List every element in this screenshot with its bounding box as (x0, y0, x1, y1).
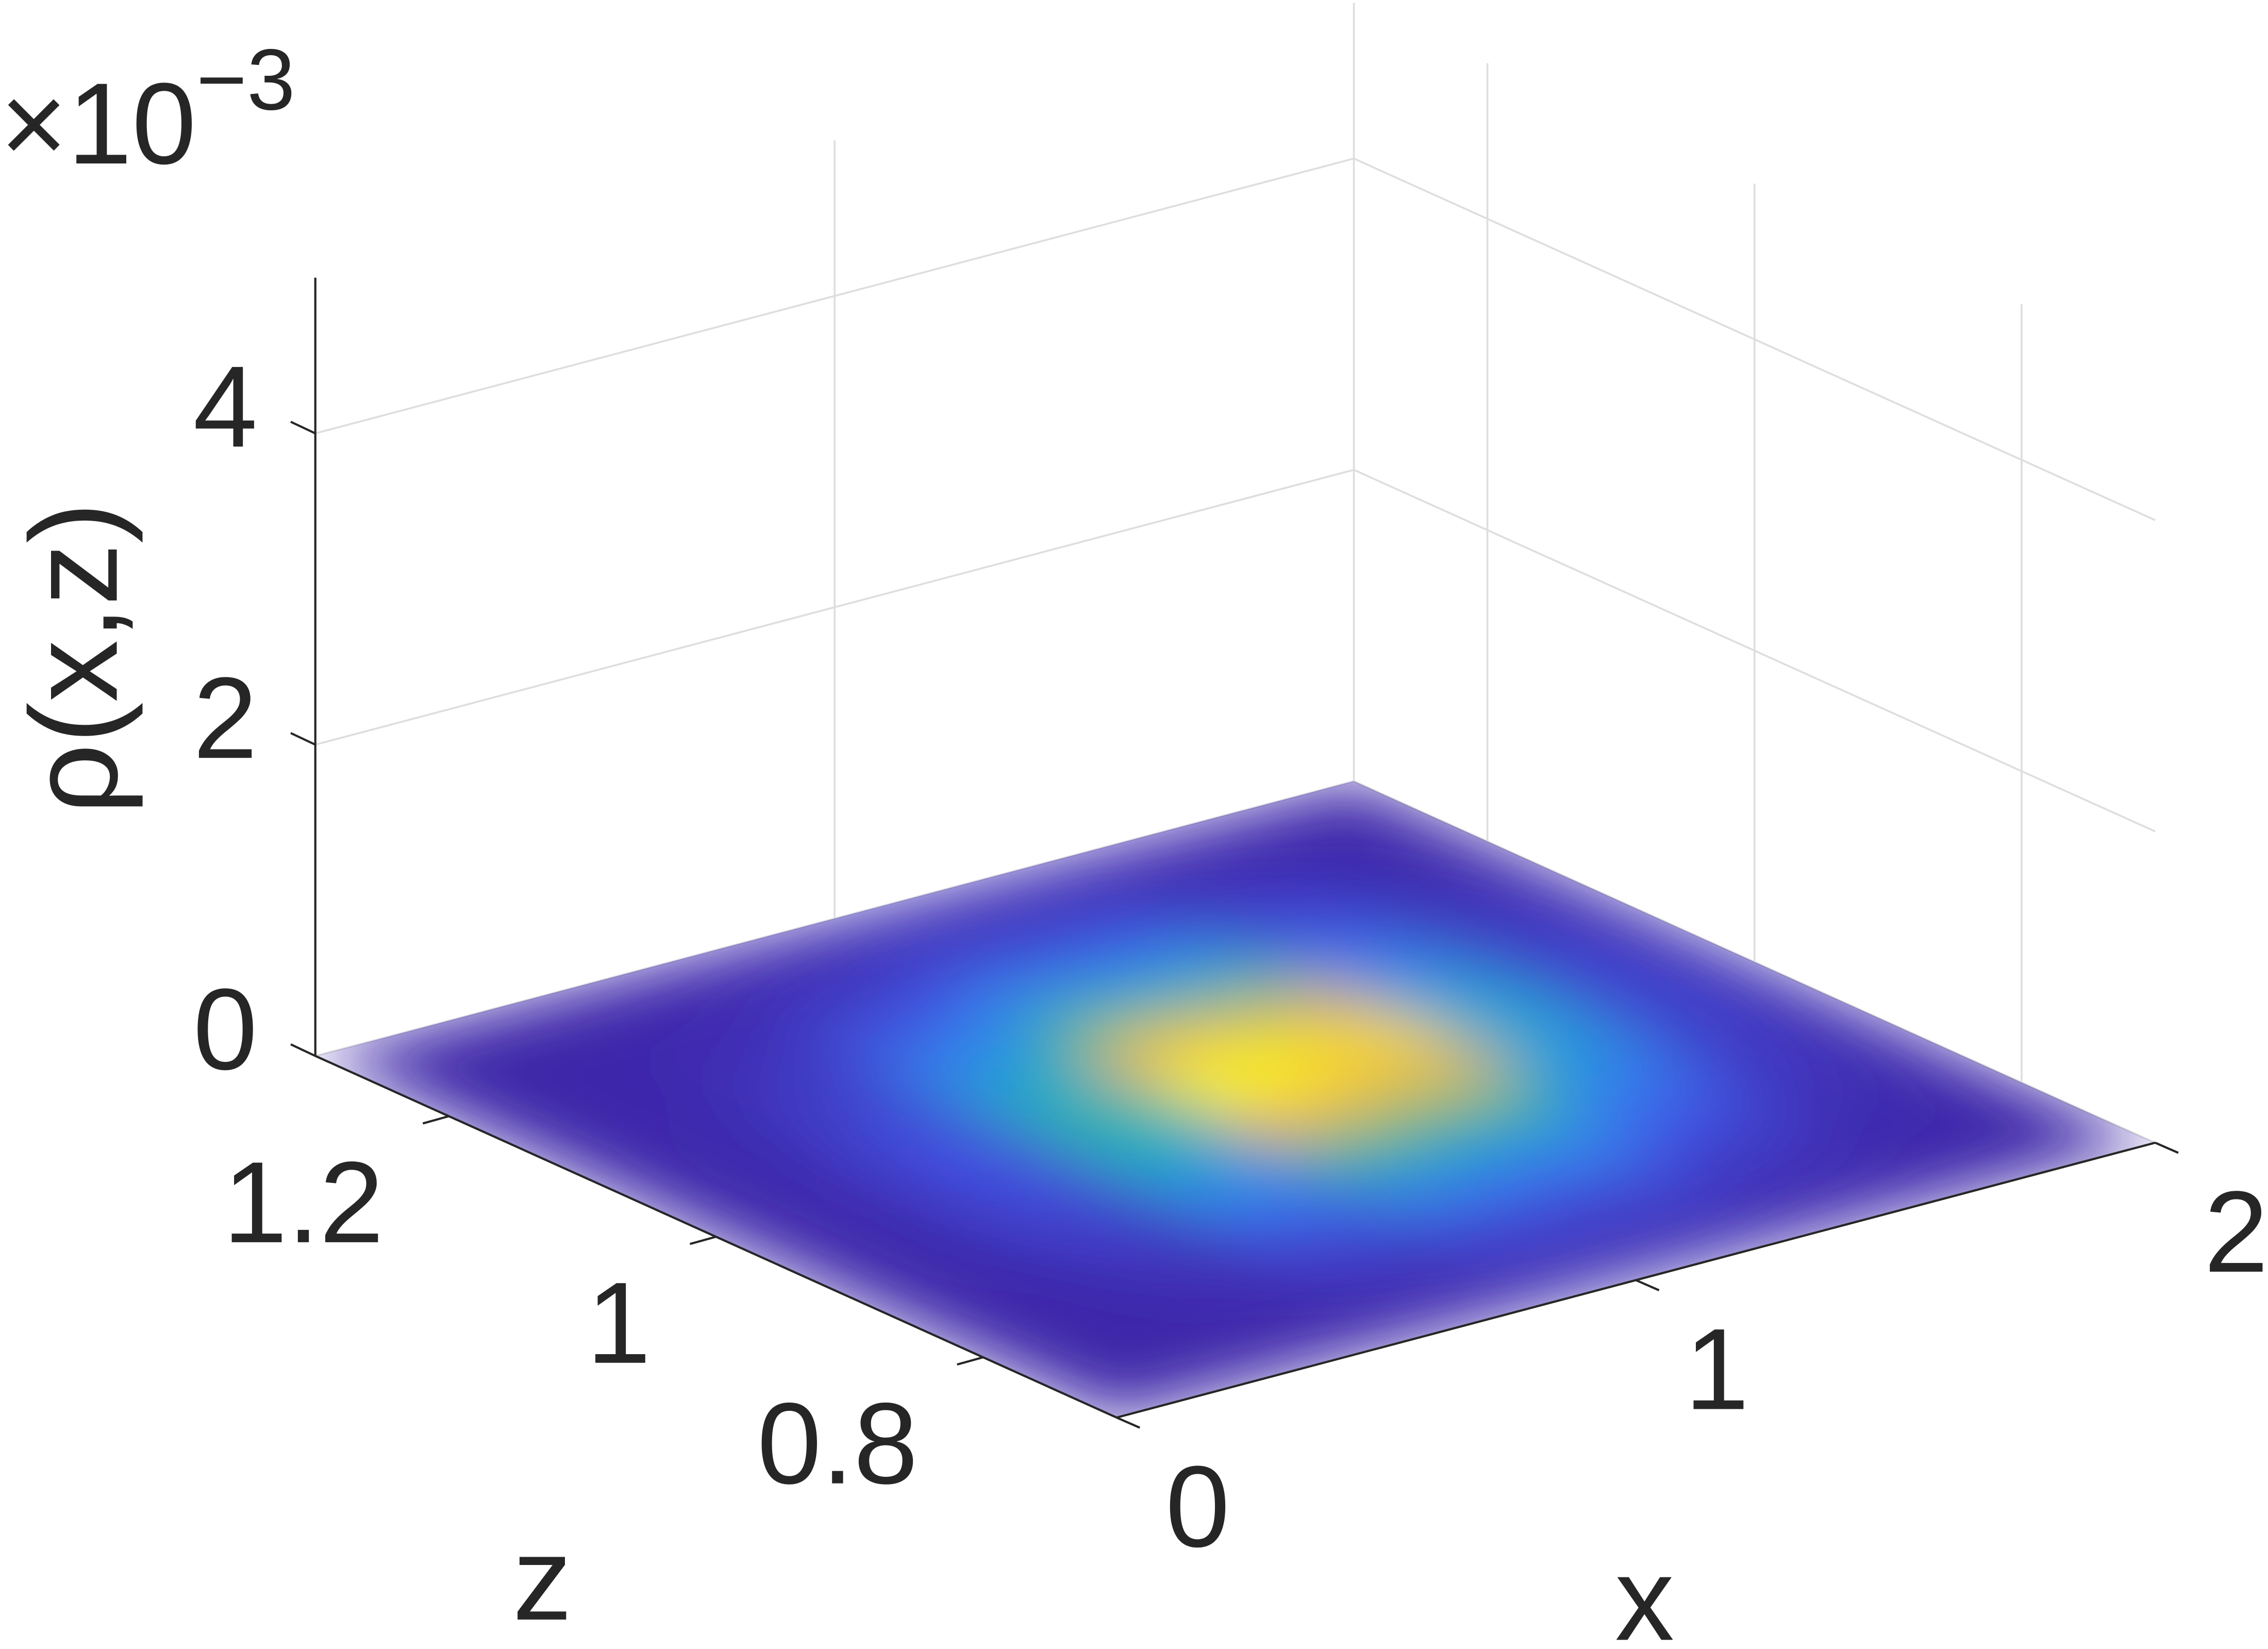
tick-mark (689, 1236, 716, 1245)
z-tick-label: 1 (587, 1258, 651, 1388)
surface-cell (1132, 1043, 1338, 1111)
v-tick-label: 2 (193, 653, 258, 782)
v-axis-label: ρ(x,z) (5, 502, 144, 814)
surface (315, 781, 2156, 1418)
v-tick-label: 0 (193, 964, 258, 1094)
x-tick-label: 2 (2204, 1167, 2268, 1296)
surface-clip (315, 781, 2156, 1418)
x-tick-label: 0 (1165, 1442, 1230, 1571)
surface-cell (1203, 1186, 1409, 1254)
surface-cell (1266, 1112, 1472, 1180)
surface-cell (1070, 1120, 1275, 1188)
back-walls (314, 3, 2156, 1144)
x-tick-label: 1 (1685, 1305, 1749, 1434)
grid-line (1353, 157, 2156, 521)
grid-line (1353, 469, 2156, 832)
tick-mark (1635, 1279, 1660, 1291)
z-axis-label: z (513, 1512, 572, 1645)
multiplier-base: ×10 (0, 59, 196, 188)
tick-mark (290, 732, 316, 746)
surface-cell (1333, 1148, 1539, 1217)
surface-cell (1136, 1153, 1342, 1221)
v-tick-label: 4 (193, 342, 258, 471)
z-tick-label: 0.8 (757, 1379, 918, 1508)
x-axis-label: x (1615, 1533, 1674, 1649)
grid-line (315, 157, 1354, 435)
axis-line (1116, 1141, 2156, 1419)
tick-mark (290, 421, 316, 435)
tick-mark (1116, 1417, 1141, 1429)
grid-line (315, 469, 1354, 746)
tick-multiplier: ×10−3 (0, 31, 295, 189)
axes: 0 2 4 0 1 2 0.8 1 1.2 (193, 277, 2268, 1571)
multiplier-power: −3 (196, 31, 295, 128)
tick-mark (290, 1043, 316, 1057)
tick-mark (2155, 1141, 2179, 1154)
surface-cell (1199, 1076, 1405, 1144)
z-tick-label: 1.2 (223, 1138, 384, 1267)
tick-mark (422, 1115, 449, 1125)
tick-mark (957, 1356, 983, 1366)
